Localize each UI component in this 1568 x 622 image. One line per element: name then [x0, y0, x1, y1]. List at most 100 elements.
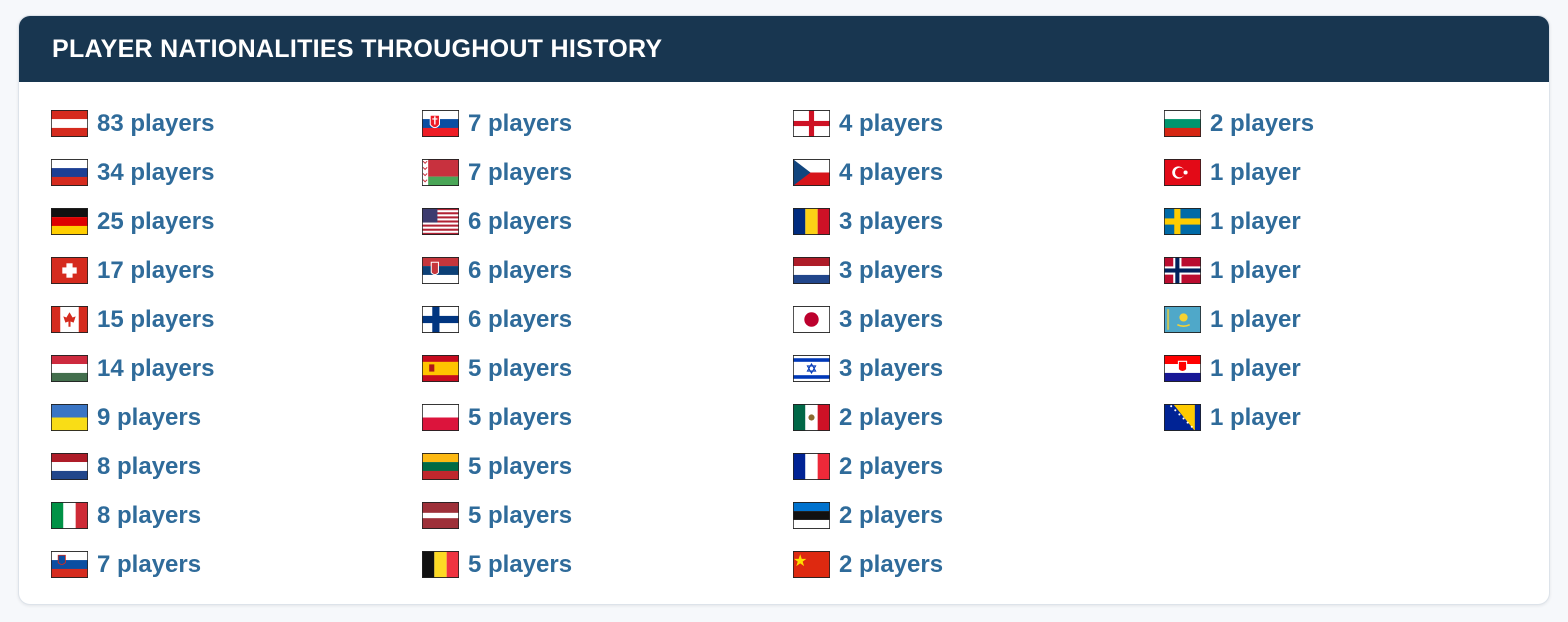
nationality-item[interactable]: 17 players [51, 246, 422, 295]
nationality-item[interactable]: 1 player [1164, 148, 1535, 197]
item-label[interactable]: 3 players [839, 305, 944, 333]
nationality-item[interactable]: 3 players [793, 246, 1164, 295]
nationality-item[interactable]: 4 players [793, 99, 1164, 148]
nationality-item[interactable]: 2 players [793, 491, 1164, 540]
flag [793, 257, 830, 284]
nationality-item[interactable]: 5 players [422, 393, 793, 442]
nationality-item[interactable]: 4 players [793, 148, 1164, 197]
item-label[interactable]: 5 players [468, 501, 573, 529]
nationality-item[interactable]: 8 players [51, 491, 422, 540]
nationality-item[interactable]: 5 players [422, 540, 793, 589]
flag [51, 355, 88, 382]
nationality-item[interactable]: 7 players [51, 540, 422, 589]
nationality-item[interactable]: 5 players [422, 442, 793, 491]
item-label[interactable]: 7 players [468, 109, 573, 137]
flag [1164, 404, 1201, 431]
item-label[interactable]: 5 players [468, 354, 573, 382]
nationality-item[interactable]: 8 players [51, 442, 422, 491]
item-label[interactable]: 2 players [839, 550, 944, 578]
flag [1164, 355, 1201, 382]
item-label[interactable]: 17 players [97, 256, 215, 284]
nationality-item[interactable]: 7 players [422, 99, 793, 148]
flag [793, 208, 830, 235]
nationality-item[interactable]: 5 players [422, 344, 793, 393]
flag [422, 453, 459, 480]
item-label[interactable]: 7 players [97, 550, 202, 578]
nationalities-card: PLAYER NATIONALITIES THROUGHOUT HISTORY … [18, 15, 1550, 605]
item-label[interactable]: 1 player [1210, 158, 1301, 186]
nationality-item[interactable]: 1 player [1164, 344, 1535, 393]
item-label[interactable]: 2 players [839, 403, 944, 431]
nationality-item[interactable]: 9 players [51, 393, 422, 442]
flag [51, 208, 88, 235]
flag [793, 355, 830, 382]
nationality-item[interactable]: 3 players [793, 295, 1164, 344]
nationality-item[interactable]: 6 players [422, 246, 793, 295]
nationality-item[interactable]: 25 players [51, 197, 422, 246]
flag [422, 355, 459, 382]
item-label[interactable]: 25 players [97, 207, 215, 235]
nationality-item[interactable]: 2 players [793, 442, 1164, 491]
item-label[interactable]: 9 players [97, 403, 202, 431]
nationality-item[interactable]: 6 players [422, 197, 793, 246]
item-label[interactable]: 1 player [1210, 256, 1301, 284]
item-label[interactable]: 7 players [468, 158, 573, 186]
item-label[interactable]: 2 players [839, 501, 944, 529]
nationality-item[interactable]: 6 players [422, 295, 793, 344]
nationality-item[interactable]: 7 players [422, 148, 793, 197]
flag [51, 159, 88, 186]
nationality-item[interactable]: 5 players [422, 491, 793, 540]
item-label[interactable]: 2 players [839, 452, 944, 480]
flag [793, 306, 830, 333]
flag [1164, 159, 1201, 186]
item-label[interactable]: 3 players [839, 256, 944, 284]
nationality-item[interactable]: 1 player [1164, 393, 1535, 442]
nationality-item[interactable]: 15 players [51, 295, 422, 344]
item-label[interactable]: 2 players [1210, 109, 1315, 137]
item-label[interactable]: 6 players [468, 305, 573, 333]
item-label[interactable]: 5 players [468, 550, 573, 578]
item-label[interactable]: 6 players [468, 256, 573, 284]
nationality-item[interactable]: 1 player [1164, 197, 1535, 246]
nationality-item[interactable]: 83 players [51, 99, 422, 148]
item-label[interactable]: 8 players [97, 452, 202, 480]
item-label[interactable]: 6 players [468, 207, 573, 235]
nationality-item[interactable]: 1 player [1164, 246, 1535, 295]
flag [422, 404, 459, 431]
flag [51, 551, 88, 578]
flag [51, 110, 88, 137]
flag [1164, 306, 1201, 333]
nationality-item[interactable]: 3 players [793, 344, 1164, 393]
flag [793, 453, 830, 480]
item-label[interactable]: 34 players [97, 158, 215, 186]
item-label[interactable]: 1 player [1210, 354, 1301, 382]
flag [793, 551, 830, 578]
nationality-item[interactable]: 14 players [51, 344, 422, 393]
nationality-item[interactable]: 2 players [1164, 99, 1535, 148]
item-label[interactable]: 3 players [839, 207, 944, 235]
item-label[interactable]: 4 players [839, 158, 944, 186]
flag [422, 110, 459, 137]
flag [1164, 110, 1201, 137]
item-label[interactable]: 4 players [839, 109, 944, 137]
flag [422, 551, 459, 578]
item-label[interactable]: 15 players [97, 305, 215, 333]
nationality-item[interactable]: 2 players [793, 393, 1164, 442]
item-label[interactable]: 8 players [97, 501, 202, 529]
flag [51, 257, 88, 284]
item-label[interactable]: 1 player [1210, 207, 1301, 235]
item-label[interactable]: 83 players [97, 109, 215, 137]
nationality-item[interactable]: 34 players [51, 148, 422, 197]
nationality-item[interactable]: 3 players [793, 197, 1164, 246]
item-label[interactable]: 5 players [468, 452, 573, 480]
flag [793, 159, 830, 186]
item-label[interactable]: 1 player [1210, 305, 1301, 333]
flag [1164, 257, 1201, 284]
item-label[interactable]: 5 players [468, 403, 573, 431]
item-label[interactable]: 14 players [97, 354, 215, 382]
item-label[interactable]: 1 player [1210, 403, 1301, 431]
nationality-item[interactable]: 1 player [1164, 295, 1535, 344]
nationality-item[interactable]: 2 players [793, 540, 1164, 589]
item-label[interactable]: 3 players [839, 354, 944, 382]
